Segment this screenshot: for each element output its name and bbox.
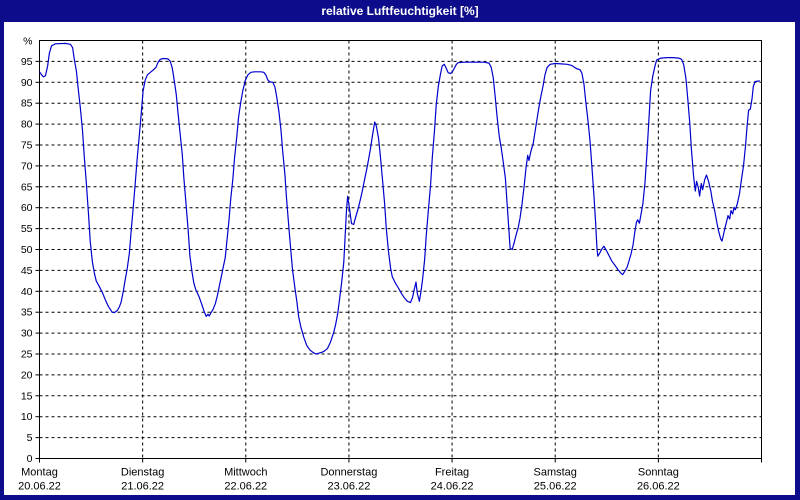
chart-canvas: 0 5 10 15 20 25 30 35 40 45 50 55 60 65 70 75 80 85 90 95% M… xyxy=(4,22,795,495)
day-name-label: Mittwoch xyxy=(224,467,267,479)
day-name-label: Donnerstag xyxy=(320,467,377,479)
y-tick-label: 65 xyxy=(21,181,33,193)
y-tick-label: 45 xyxy=(21,265,33,277)
day-date-label: 22.06.22 xyxy=(224,481,267,493)
day-name-label: Montag xyxy=(21,467,58,479)
window-title: relative Luftfeuchtigkeit [%] xyxy=(321,4,479,18)
y-tick-label: 5 xyxy=(27,432,33,444)
axis-ticks xyxy=(35,60,762,463)
y-tick-label: 30 xyxy=(21,328,33,340)
day-name-label: Sonntag xyxy=(638,467,679,479)
y-tick-label: 75 xyxy=(21,140,33,152)
humidity-chart: 0 5 10 15 20 25 30 35 40 45 50 55 60 65 70 75 80 85 90 95% M… xyxy=(18,36,762,493)
y-tick-label: 95 xyxy=(21,56,33,68)
y-tick-label: 25 xyxy=(21,349,33,361)
day-name-label: Dienstag xyxy=(121,467,164,479)
y-tick-label: 50 xyxy=(21,244,33,256)
day-date-label: 25.06.22 xyxy=(534,481,577,493)
y-axis-labels: 0 5 10 15 20 25 30 35 40 45 50 55 60 65 70 75 80 85 90 95% xyxy=(21,36,33,466)
y-tick-label: 70 xyxy=(21,160,33,172)
y-tick-label: 10 xyxy=(21,411,33,423)
y-tick-label: 40 xyxy=(21,286,33,298)
day-date-label: 24.06.22 xyxy=(431,481,474,493)
day-date-label: 21.06.22 xyxy=(121,481,164,493)
y-tick-label: 55 xyxy=(21,223,33,235)
y-tick-label: 80 xyxy=(21,119,33,131)
y-tick-label: 85 xyxy=(21,98,33,110)
gridlines xyxy=(39,40,762,459)
window-titlebar[interactable]: relative Luftfeuchtigkeit [%] xyxy=(0,0,800,22)
y-tick-label: 60 xyxy=(21,202,33,214)
y-tick-label: 0 xyxy=(27,453,33,465)
day-name-label: Freitag xyxy=(435,467,469,479)
x-axis-labels: Montag 20.06.22 Dienstag 21.06.22 Mittwoch 22… xyxy=(18,467,680,493)
y-tick-label: 15 xyxy=(21,390,33,402)
day-date-label: 26.06.22 xyxy=(637,481,680,493)
day-name-label: Samstag xyxy=(534,467,577,479)
y-axis-unit-label: % xyxy=(23,36,32,48)
day-date-label: 20.06.22 xyxy=(18,481,61,493)
humidity-line xyxy=(38,42,761,355)
y-tick-label: 35 xyxy=(21,307,33,319)
y-tick-label: 20 xyxy=(21,369,33,381)
y-tick-label: 90 xyxy=(21,77,33,89)
plot-border xyxy=(39,40,762,459)
day-date-label: 23.06.22 xyxy=(328,481,371,493)
